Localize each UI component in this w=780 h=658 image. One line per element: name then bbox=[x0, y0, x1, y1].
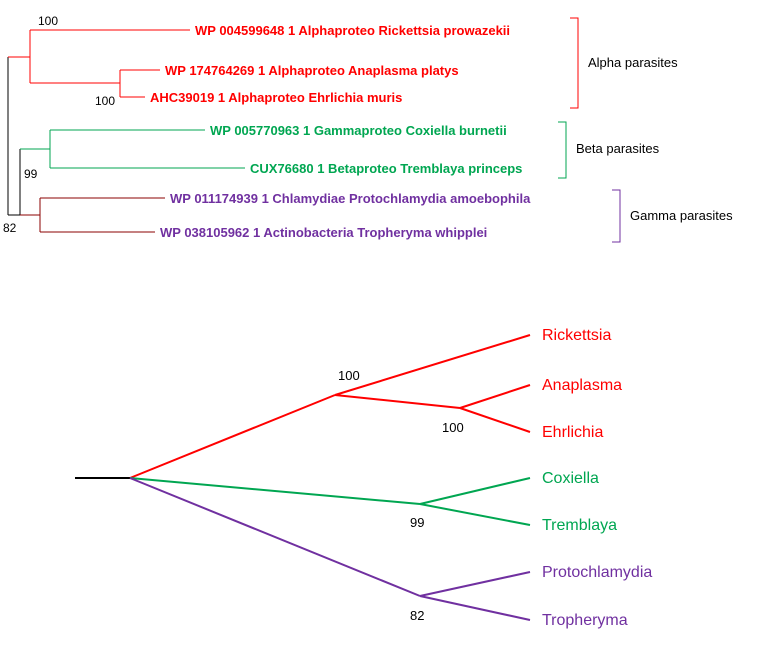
bottom-tree: Rickettsia Anaplasma Ehrlichia Coxiella … bbox=[75, 327, 652, 629]
support-value: 82 bbox=[3, 221, 17, 235]
taxon-label: WP 038105962 1 Actinobacteria Tropheryma… bbox=[160, 225, 487, 240]
taxon-label: AHC39019 1 Alphaproteo Ehrlichia muris bbox=[150, 90, 402, 105]
group-label: Beta parasites bbox=[576, 141, 660, 156]
support-value: 82 bbox=[410, 608, 424, 623]
taxon-label: Protochlamydia bbox=[542, 564, 652, 581]
taxon-label: Tropheryma bbox=[542, 612, 628, 629]
taxon-label: CUX76680 1 Betaproteo Tremblaya princeps bbox=[250, 161, 522, 176]
support-value: 100 bbox=[38, 14, 58, 28]
phylo-trees: WP 004599648 1 Alphaproteo Rickettsia pr… bbox=[0, 0, 780, 658]
taxon-label: Coxiella bbox=[542, 470, 599, 487]
taxon-label: Tremblaya bbox=[542, 517, 617, 534]
group-label: Gamma parasites bbox=[630, 208, 733, 223]
support-value: 100 bbox=[338, 368, 360, 383]
top-tree: WP 004599648 1 Alphaproteo Rickettsia pr… bbox=[3, 14, 733, 242]
support-value: 100 bbox=[442, 420, 464, 435]
support-value: 99 bbox=[410, 515, 424, 530]
taxon-label: WP 005770963 1 Gammaproteo Coxiella burn… bbox=[210, 123, 507, 138]
taxon-label: Ehrlichia bbox=[542, 424, 603, 441]
taxon-label: Anaplasma bbox=[542, 377, 622, 394]
taxon-label: WP 174764269 1 Alphaproteo Anaplasma pla… bbox=[165, 63, 459, 78]
taxon-label: WP 004599648 1 Alphaproteo Rickettsia pr… bbox=[195, 23, 510, 38]
taxon-label: Rickettsia bbox=[542, 327, 611, 344]
group-label: Alpha parasites bbox=[588, 55, 678, 70]
support-value: 100 bbox=[95, 94, 115, 108]
taxon-label: WP 011174939 1 Chlamydiae Protochlamydia… bbox=[170, 191, 531, 206]
support-value: 99 bbox=[24, 167, 38, 181]
